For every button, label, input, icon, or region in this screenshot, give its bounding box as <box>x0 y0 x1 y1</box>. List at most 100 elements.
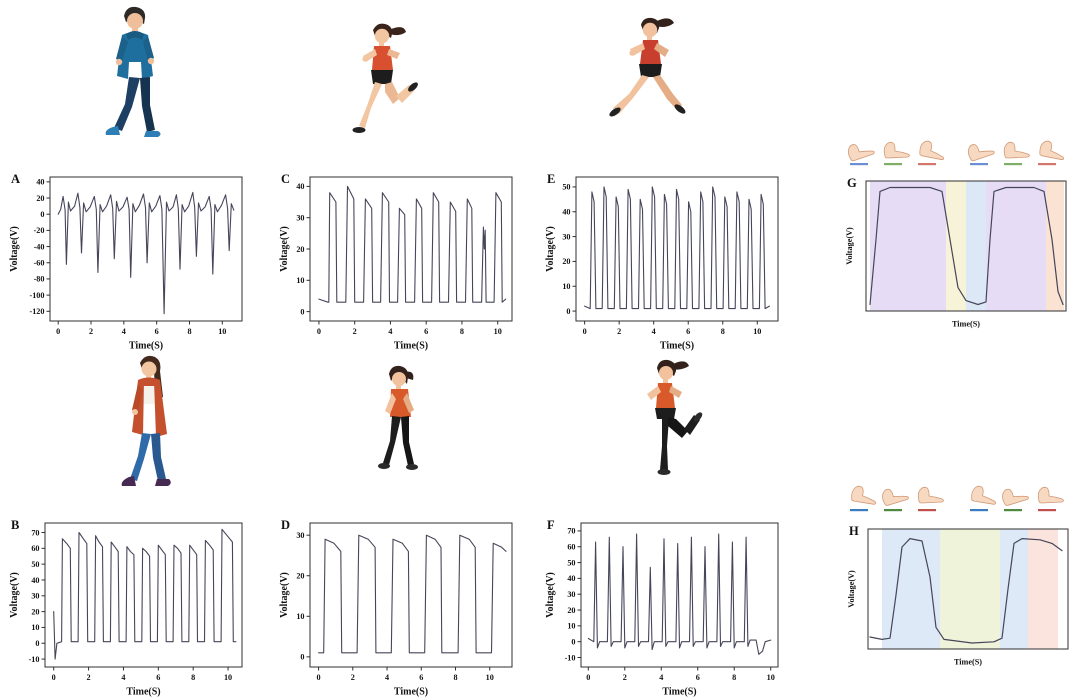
phase-band <box>1028 529 1058 649</box>
x-tick-label: 2 <box>351 673 355 682</box>
y-tick-label: 0 <box>571 637 575 646</box>
y-tick-label: 0 <box>35 639 39 648</box>
y-tick-label: 40 <box>296 182 304 191</box>
chart-svg-G: Voltage(V) Time(S) G <box>845 176 1067 329</box>
y-axis-label: Voltage(V) <box>545 226 556 272</box>
y-tick-label: 20 <box>31 607 39 616</box>
panel-label-F: F <box>547 518 555 532</box>
y-tick-label: 10 <box>31 623 39 632</box>
waveform-H <box>869 538 1063 644</box>
y-tick-label: 0 <box>566 307 570 316</box>
y-tick-label: 50 <box>562 183 570 192</box>
y-tick-label: -60 <box>34 259 45 268</box>
x-tick-label: 6 <box>424 327 428 336</box>
chart-panel-C: 40 30 20 10 0 0 2 4 6 8 10 Voltage(V) Time(S) C <box>278 168 520 352</box>
x-tick-label: 0 <box>586 673 590 682</box>
phase-band <box>1000 529 1028 649</box>
y-tick-label: 30 <box>567 590 575 599</box>
plot-frame <box>575 176 779 322</box>
y-tick-label: 50 <box>31 560 39 569</box>
woman-brisk-walking-art <box>378 365 418 470</box>
phase-band <box>986 181 1046 311</box>
waveform-F <box>587 533 772 655</box>
waveform-A <box>57 191 235 315</box>
y-tick-label: 30 <box>562 232 570 241</box>
woman-running-illustration-top <box>585 15 715 165</box>
man-walking-illustration <box>80 4 190 164</box>
y-tick-label: 30 <box>296 531 304 540</box>
waveform-C <box>318 185 507 303</box>
y-tick-label: 0 <box>300 307 304 316</box>
plot-frame <box>309 522 513 668</box>
y-axis-label: Voltage(V) <box>9 226 20 272</box>
y-tick-label: 60 <box>31 544 39 553</box>
chart-panel-F: 70 60 50 40 30 20 10 0 -10 0 2 4 6 8 10 Voltage(V) Time(… <box>544 514 786 698</box>
chart-svg-D: 30 20 10 0 0 2 4 6 8 10 Voltage(V) Time(S) D <box>279 518 513 698</box>
phase-band <box>1046 181 1064 311</box>
waveform-B <box>53 528 237 660</box>
chart-svg-E: 50 40 30 20 10 0 0 2 4 6 8 10 Voltage(V) Time(S) E <box>545 172 779 352</box>
x-tick-label: 6 <box>696 673 700 682</box>
x-tick-label: 0 <box>583 327 587 336</box>
y-axis-label: Voltage(V) <box>845 227 854 265</box>
x-tick-label: 4 <box>121 673 125 682</box>
x-axis-label: Time(S) <box>954 658 982 667</box>
woman-running-illustration-bottom <box>610 358 725 508</box>
chart-panel-D: 30 20 10 0 0 2 4 6 8 10 Voltage(V) Time(S) D <box>278 514 520 698</box>
x-tick-label: 0 <box>317 673 321 682</box>
y-tick-label: 70 <box>567 527 575 536</box>
y-tick-label: 20 <box>562 257 570 266</box>
y-tick-label: 30 <box>296 213 304 222</box>
x-tick-label: 10 <box>224 673 232 682</box>
y-tick-label: 20 <box>296 245 304 254</box>
x-tick-label: 8 <box>721 327 725 336</box>
y-tick-label: 40 <box>562 208 570 217</box>
y-tick-label: 70 <box>31 528 39 537</box>
x-tick-label: 4 <box>652 327 656 336</box>
x-tick-label: 0 <box>52 673 56 682</box>
phase-band <box>946 181 966 311</box>
y-tick-label: 0 <box>40 210 44 219</box>
x-tick-label: 2 <box>87 673 91 682</box>
y-tick-label: 10 <box>296 276 304 285</box>
woman-brisk-walking-illustration <box>345 365 450 510</box>
x-axis-label: Time(S) <box>394 687 428 698</box>
x-tick-label: 4 <box>122 327 126 336</box>
y-tick-label: 10 <box>296 612 304 621</box>
man-walking-art <box>105 6 161 137</box>
y-tick-label: 20 <box>296 572 304 581</box>
phase-band <box>870 181 946 311</box>
y-tick-label: -120 <box>29 307 44 316</box>
chart-svg-A: 40 20 0 -20 -40 -60 -80 -100 -120 0 2 4 6 8 10 Voltage(… <box>9 172 243 352</box>
y-tick-label: -80 <box>34 275 45 284</box>
woman-jogging-illustration <box>325 22 440 167</box>
woman-jogging-art <box>352 23 418 133</box>
y-axis-label: Voltage(V) <box>9 572 20 618</box>
x-tick-label: 0 <box>317 327 321 336</box>
y-tick-label: 10 <box>562 282 570 291</box>
x-axis-label: Time(S) <box>660 341 694 352</box>
x-tick-label: 2 <box>617 327 621 336</box>
chart-svg-H: Voltage(V) Time(S) H <box>847 524 1069 667</box>
woman-walking-art <box>121 355 171 486</box>
waveform-E <box>584 186 770 310</box>
x-tick-label: 2 <box>623 673 627 682</box>
x-tick-label: 10 <box>486 673 494 682</box>
y-tick-label: 60 <box>567 543 575 552</box>
x-tick-label: 10 <box>767 673 775 682</box>
chart-panel-A: 40 20 0 -20 -40 -60 -80 -100 -120 0 2 4 6 8 10 Voltage(… <box>8 168 250 352</box>
chart-svg-F: 70 60 50 40 30 20 10 0 -10 0 2 4 6 8 10 Voltage(V) Time(… <box>545 518 779 698</box>
gait-feet-G <box>845 138 1068 166</box>
y-tick-label: -40 <box>34 242 45 251</box>
x-axis-label: Time(S) <box>952 320 980 329</box>
y-tick-label: -10 <box>565 653 576 662</box>
panel-label-C: C <box>281 172 290 186</box>
x-tick-label: 8 <box>191 673 195 682</box>
chart-svg-C: 40 30 20 10 0 0 2 4 6 8 10 Voltage(V) Time(S) C <box>279 172 513 352</box>
waveform-G <box>869 186 1064 306</box>
y-axis-label: Voltage(V) <box>279 226 290 272</box>
y-tick-label: -100 <box>29 291 44 300</box>
phase-band <box>940 529 1000 649</box>
chart-svg-B: 70 60 50 40 30 20 10 0 -10 0 2 4 6 8 10 Voltage(V) Time(… <box>9 518 243 698</box>
